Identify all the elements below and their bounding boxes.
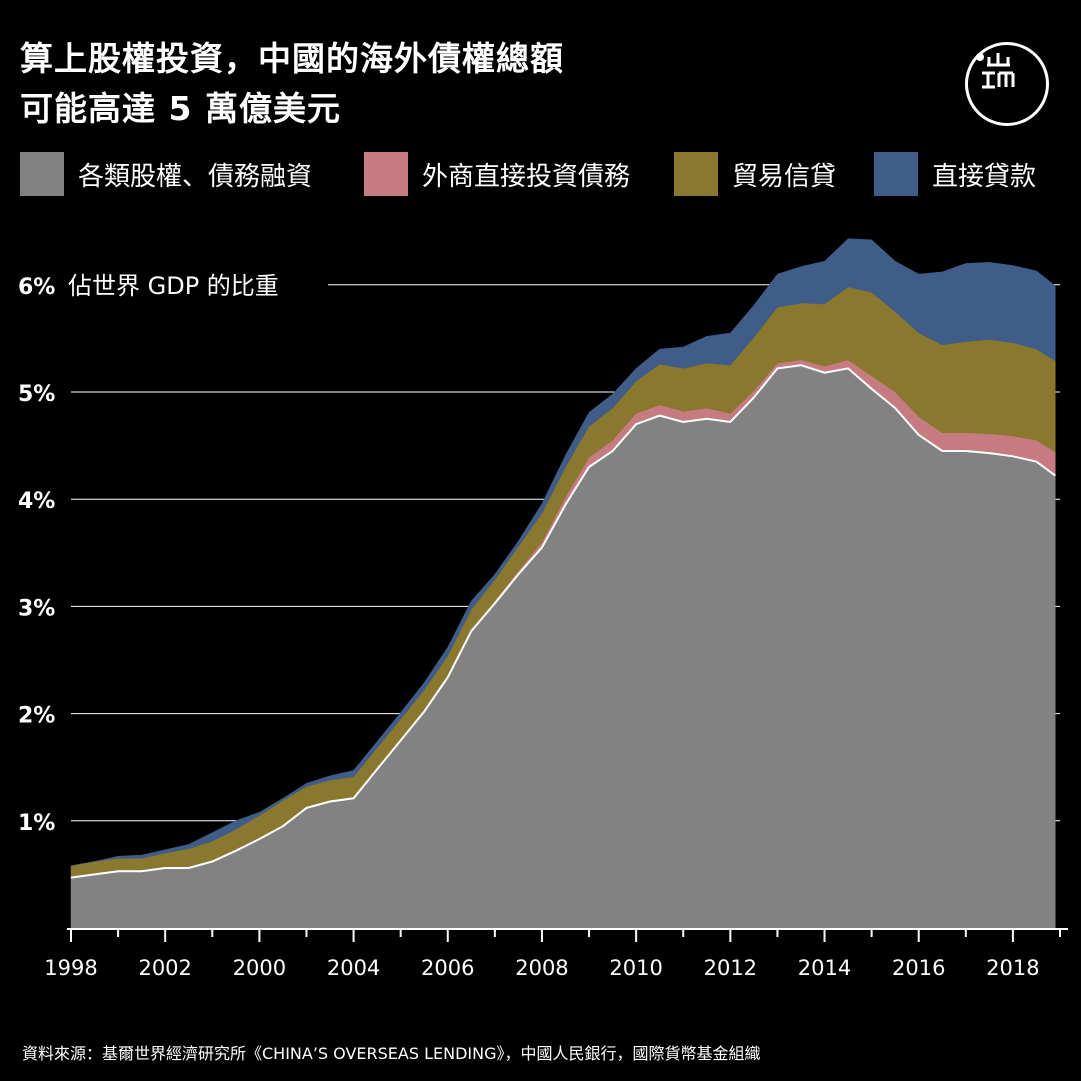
title-line-1: 算上股權投資，中國的海外債權總額 — [20, 39, 564, 78]
legend-swatch-1 — [20, 152, 64, 196]
x-tick-label-2008: 2008 — [515, 956, 568, 980]
x-tick-label-2004: 2004 — [327, 956, 380, 980]
legend-item-1: 各類股權、債務融資 — [20, 150, 312, 198]
legend-label-2: 外商直接投資債務 — [422, 161, 631, 192]
legend-swatch-4 — [874, 152, 918, 196]
legend-item-2: 外商直接投資債務 — [364, 150, 630, 198]
legend-label-1: 各類股權、債務融資 — [78, 161, 313, 192]
y-tick-label-1: 1% — [18, 811, 55, 836]
x-tick-label-2018: 2018 — [986, 956, 1039, 980]
legend: 各類股權、債務融資 外商直接投資債務 貿易信貸 直接貸款 — [20, 150, 1065, 198]
logo-mark-icon — [976, 53, 1015, 89]
x-tick-label-1998: 1998 — [44, 956, 97, 980]
area-series-4 — [70, 238, 1056, 867]
legend-swatch-2 — [364, 152, 408, 196]
y-tick-label-4: 4% — [18, 489, 55, 514]
y-tick-label-3: 3% — [18, 596, 55, 621]
title-line-2: 可能高達 5 萬億美元 — [20, 89, 341, 128]
legend-item-4: 直接貸款 — [874, 150, 1036, 198]
legend-swatch-3 — [674, 152, 718, 196]
x-tick-label-2006: 2006 — [421, 956, 474, 980]
source-note: 資料來源：基爾世界經濟研究所《CHINA’S OVERSEAS LENDING》… — [22, 1044, 761, 1063]
legend-label-3: 貿易信貸 — [732, 161, 837, 192]
y-axis-label: 佔世界 GDP 的比重 — [68, 272, 279, 300]
x-tick-label-2016: 2016 — [892, 956, 945, 980]
legend-label-4: 直接貸款 — [932, 161, 1037, 192]
x-tick-label-2010: 2010 — [609, 956, 662, 980]
y-tick-label-5: 5% — [18, 382, 55, 407]
y-tick-label-6: 6% — [18, 275, 55, 300]
series-1-outline — [70, 364, 1056, 879]
publisher-logo — [965, 42, 1049, 126]
x-tick-label-2000: 2002 — [138, 956, 191, 980]
x-tick-label-2012: 2012 — [704, 956, 757, 980]
legend-item-3: 貿易信貸 — [674, 150, 836, 198]
y-tick-label-2: 2% — [18, 704, 55, 729]
x-tick-label-2002: 2000 — [233, 956, 286, 980]
chart-title: 算上股權投資，中國的海外債權總額 可能高達 5 萬億美元 — [20, 34, 564, 134]
x-tick-label-2014: 2014 — [798, 956, 851, 980]
